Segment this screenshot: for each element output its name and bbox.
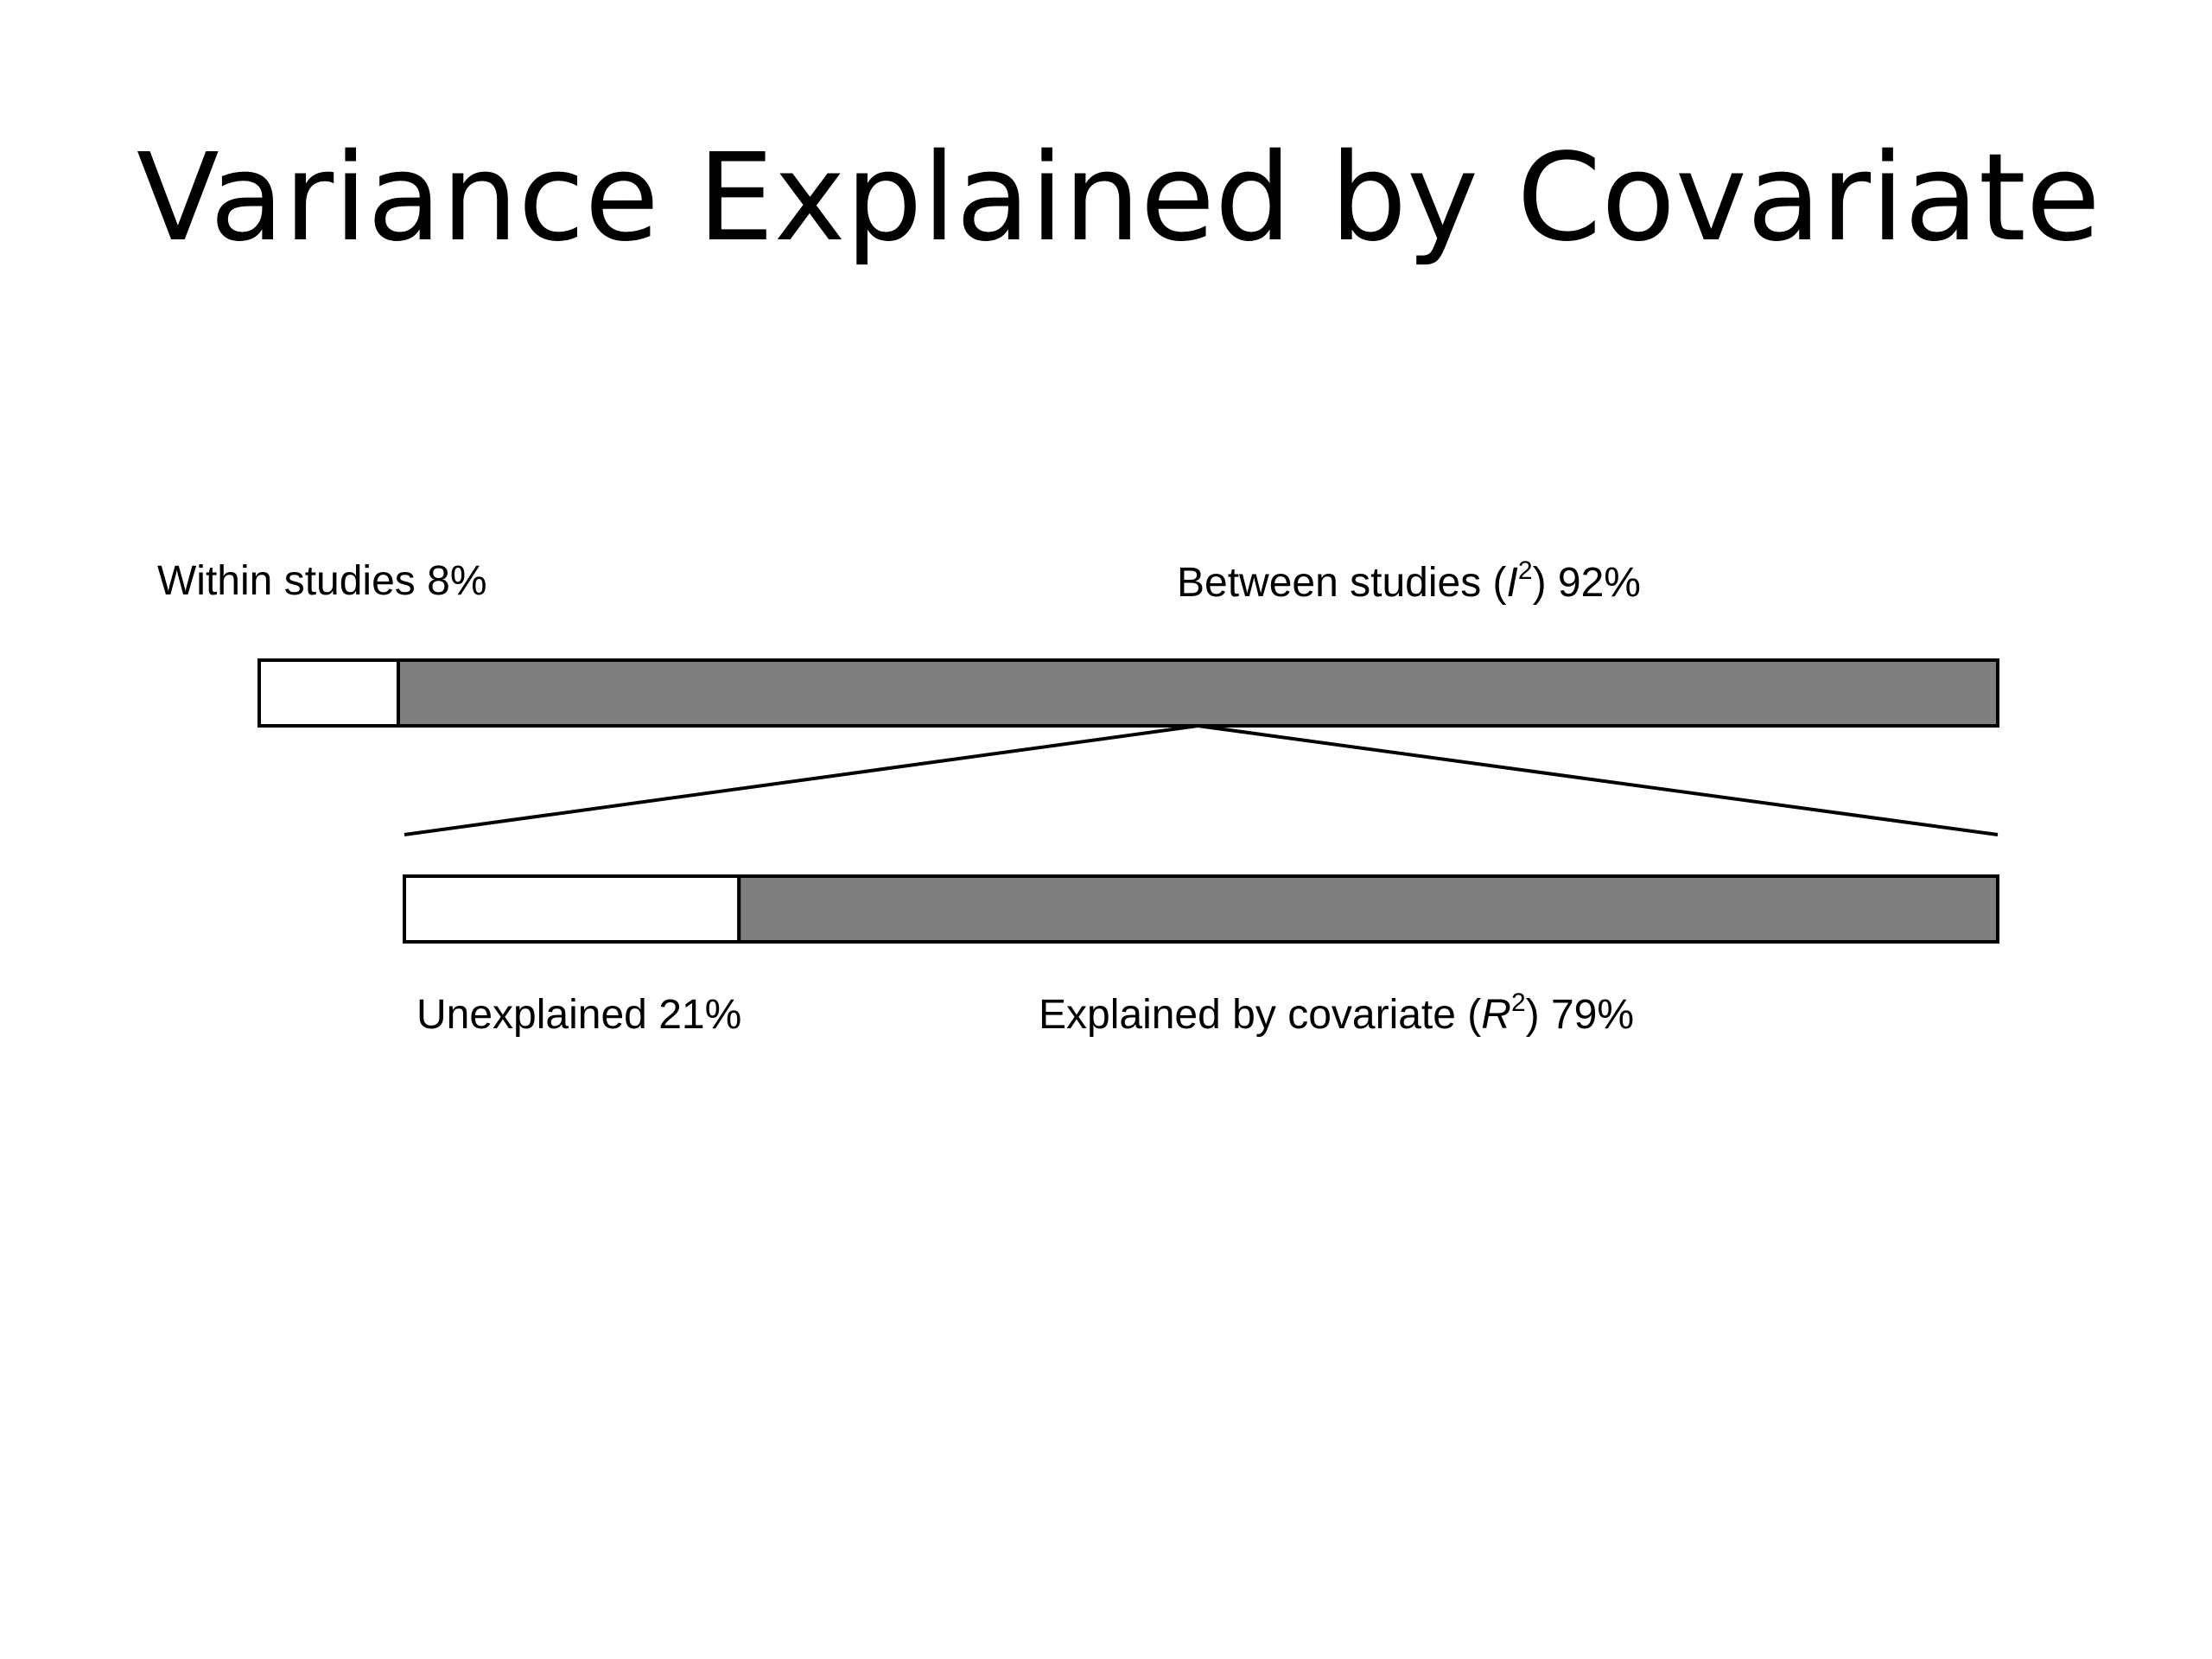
unexplained-segment [403,874,741,944]
within-studies-segment [257,658,400,728]
between-studies-label: Between studies (I2) 92% [1177,556,1641,606]
within-studies-label: Within studies 8% [157,558,487,604]
slide-title: Variance Explained by Covariate [137,128,2101,269]
zoom-connector-lines [404,723,1999,836]
explained-segment [737,874,1999,944]
unexplained-label: Unexplained 21% [416,992,741,1038]
between-studies-segment [396,658,2000,728]
explained-label: Explained by covariate (R2) 79% [1039,988,1634,1038]
